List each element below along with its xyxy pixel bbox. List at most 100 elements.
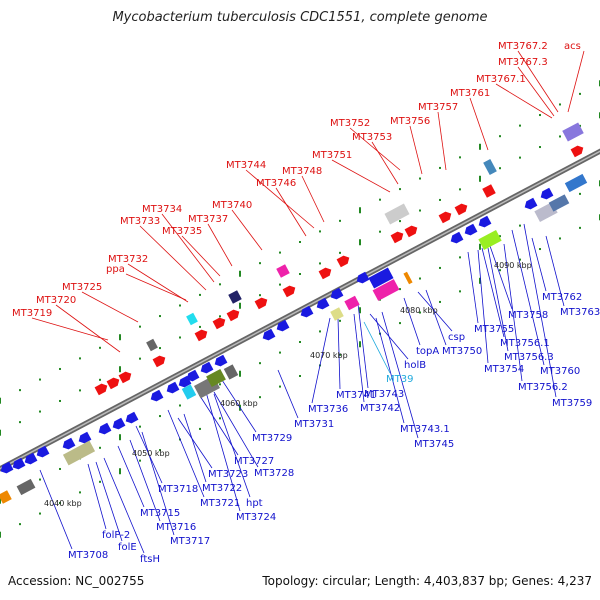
- tick-row-outer-lower: [219, 417, 221, 420]
- forward-gene-label: MT3732: [108, 254, 148, 265]
- tick-row-inner-upper: [19, 421, 21, 424]
- tick-row-inner-upper: [179, 336, 181, 339]
- forward-gene-arrow: [282, 285, 296, 298]
- reverse-leader-line: [39, 469, 73, 550]
- scale-label: 4060 kbp: [220, 399, 258, 408]
- reverse-gene-label: MT3759: [552, 398, 592, 409]
- reverse-gene-label: ftsH: [140, 554, 160, 565]
- reverse-gene-label: MT3760: [540, 366, 580, 377]
- tick-row-inner-lower: [439, 266, 441, 269]
- tick-row-outer-upper: [219, 283, 221, 286]
- reverse-leader-line: [381, 311, 419, 439]
- tick-row-outer-upper: [0, 397, 1, 404]
- genome-backbone-highlight: [0, 150, 600, 470]
- reverse-gene-label: MT3728: [254, 468, 294, 479]
- tick-row-inner-upper: [479, 175, 481, 182]
- tick-row-inner-lower: [459, 256, 461, 259]
- tick-row-outer-upper: [279, 251, 281, 254]
- reverse-gene-box: [223, 364, 239, 380]
- reverse-gene-label: MT3755: [474, 324, 514, 335]
- tick-row-outer-lower: [0, 531, 1, 538]
- tick-row-inner-lower: [519, 224, 521, 227]
- tick-row-inner-lower: [579, 192, 581, 195]
- tick-row-inner-upper: [379, 230, 381, 233]
- forward-gene-label: MT3734: [142, 204, 182, 215]
- tick-row-outer-upper: [519, 124, 521, 127]
- scale-label: 4070 kbp: [310, 351, 348, 360]
- scale-label: 4040 kbp: [44, 499, 82, 508]
- tick-row-inner-upper: [259, 294, 261, 297]
- forward-gene-label: acs: [564, 41, 581, 52]
- tick-row-inner-lower: [159, 415, 161, 418]
- forward-leader-line: [331, 159, 391, 193]
- reverse-gene-arrow: [214, 354, 228, 367]
- tick-row-outer-upper: [359, 207, 361, 214]
- forward-gene-arrow: [226, 309, 240, 322]
- reverse-gene-label: holB: [404, 360, 426, 371]
- tick-row-outer-lower: [519, 258, 521, 261]
- tick-row-outer-upper: [459, 156, 461, 159]
- tick-row-outer-lower: [39, 512, 41, 515]
- tick-row-outer-lower: [259, 396, 261, 399]
- scale-label: 4050 kbp: [132, 449, 170, 458]
- forward-leader-line: [181, 235, 221, 277]
- reverse-gene-label: csp: [448, 332, 465, 343]
- reverse-gene-arrow: [98, 422, 112, 435]
- scale-label: 4090 kbp: [494, 261, 532, 270]
- reverse-gene-label: MT3756.2: [518, 382, 568, 393]
- forward-leader-line: [437, 111, 447, 171]
- tick-row-outer-upper: [179, 304, 181, 307]
- reverse-leader-line: [487, 247, 509, 352]
- scale-label: 4080 kbp: [400, 306, 438, 315]
- forward-gene-box: [482, 184, 496, 198]
- tick-row-inner-lower: [499, 235, 501, 238]
- reverse-leader-line: [337, 317, 341, 390]
- tick-row-outer-lower: [199, 427, 201, 430]
- reverse-leader-line: [481, 247, 505, 338]
- forward-gene-box: [186, 312, 198, 326]
- tick-row-inner-upper: [399, 220, 401, 223]
- reverse-gene-label: MT3745: [414, 439, 454, 450]
- tick-row-inner-lower: [99, 446, 101, 449]
- tick-row-outer-lower: [459, 290, 461, 293]
- forward-gene-arrow: [194, 329, 208, 342]
- reverse-gene-arrow: [36, 445, 50, 458]
- tick-row-inner-upper: [539, 146, 541, 149]
- tick-row-inner-upper: [339, 251, 341, 254]
- forward-leader-line: [275, 187, 307, 237]
- forward-gene-arrow: [152, 355, 166, 368]
- reverse-leader-line: [477, 249, 489, 364]
- forward-gene-label: MT3751: [312, 150, 352, 161]
- tick-row-outer-lower: [359, 341, 361, 348]
- forward-gene-label: ppa: [106, 264, 125, 275]
- tick-row-inner-lower: [59, 467, 61, 470]
- forward-gene-box: [372, 279, 400, 301]
- tick-row-inner-lower: [339, 319, 341, 322]
- forward-leader-line: [207, 223, 233, 267]
- forward-gene-arrow: [336, 255, 350, 268]
- reverse-gene-label: MT3742: [360, 403, 400, 414]
- reverse-leader-line: [167, 409, 205, 498]
- reverse-gene-label: folP-2: [102, 530, 130, 541]
- tick-row-inner-lower: [479, 243, 481, 250]
- tick-row-outer-upper: [499, 135, 501, 138]
- forward-gene-box: [276, 264, 290, 278]
- reverse-leader-line: [183, 413, 207, 483]
- tick-row-inner-lower: [399, 288, 401, 291]
- tick-row-inner-upper: [79, 389, 81, 392]
- tick-row-inner-upper: [0, 429, 1, 436]
- forward-gene-label: MT3753: [352, 132, 392, 143]
- forward-leader-line: [139, 225, 207, 291]
- reverse-gene-label: MT3763: [560, 307, 600, 318]
- tick-row-outer-lower: [419, 311, 421, 314]
- reverse-gene-label: MT3723: [208, 469, 248, 480]
- tick-row-outer-upper: [239, 270, 241, 277]
- reverse-leader-line: [221, 379, 257, 433]
- reverse-gene-label: MT3724: [236, 512, 276, 523]
- reverse-gene-label: MT3715: [140, 508, 180, 519]
- tick-row-outer-upper: [539, 114, 541, 117]
- forward-leader-line: [469, 97, 489, 151]
- tick-row-inner-lower: [359, 307, 361, 314]
- reverse-leader-line: [199, 395, 239, 456]
- tick-row-outer-lower: [479, 277, 481, 284]
